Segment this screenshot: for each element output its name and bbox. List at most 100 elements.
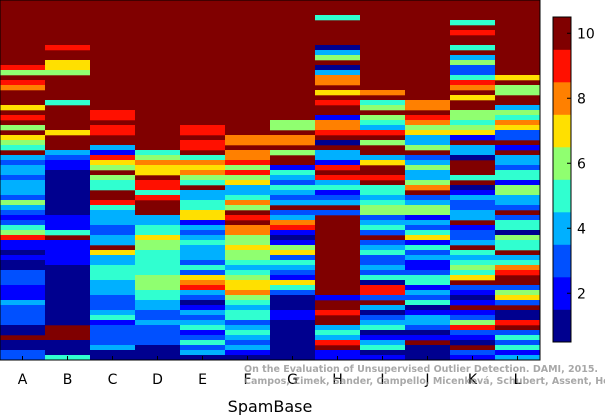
heatmap-cell [405, 160, 451, 166]
heatmap-cell [495, 340, 541, 346]
heatmap-cell [360, 130, 406, 136]
x-axis-label: SpamBase [228, 397, 313, 415]
colorbar-segment-2 [553, 277, 571, 310]
heatmap-cell [270, 165, 316, 171]
heatmap-cell [360, 305, 406, 311]
x-tick-label-L: L [514, 372, 522, 388]
heatmap-cell [90, 205, 136, 211]
heatmap-cell [225, 345, 271, 351]
heatmap-cell [0, 65, 46, 71]
heatmap-cell [180, 220, 226, 226]
heatmap-cell [360, 200, 406, 206]
heatmap-cell [0, 350, 46, 356]
heatmap-cell [0, 285, 46, 301]
x-tick-label-I: I [380, 372, 384, 388]
heatmap-cell [225, 180, 271, 186]
heatmap-cell [450, 265, 496, 271]
heatmap-cell [405, 185, 451, 191]
heatmap-cell [405, 260, 451, 271]
heatmap-cell [405, 205, 451, 216]
heatmap-cell [315, 100, 361, 106]
heatmap-cell [0, 340, 46, 351]
heatmap-cell [315, 350, 361, 361]
heatmap-cell [315, 45, 361, 51]
heatmap-cell [135, 250, 181, 266]
heatmap-cell [225, 135, 271, 146]
heatmap-cell [450, 65, 496, 76]
heatmap-cell [405, 230, 451, 236]
heatmap-cell [495, 205, 541, 211]
heatmap-cell [225, 195, 271, 201]
colorbar-tick-label: 6 [577, 156, 586, 172]
heatmap-cell [0, 250, 46, 256]
heatmap-cell [225, 275, 271, 281]
heatmap-cell [45, 130, 91, 136]
heatmap-cell [225, 310, 271, 321]
heatmap-cell [90, 345, 136, 351]
heatmap-cell [225, 270, 271, 276]
heatmap-cell [360, 245, 406, 251]
heatmap-cell [180, 325, 226, 331]
heatmap-cell [495, 290, 541, 296]
heatmap-cell [360, 100, 406, 106]
heatmap-cell [225, 250, 271, 261]
heatmap-cell [315, 200, 361, 206]
heatmap-cell [270, 150, 316, 156]
heatmap-cell [180, 305, 226, 311]
heatmap-cell [270, 255, 316, 261]
x-tick-label-H: H [332, 372, 343, 388]
heatmap-cell [225, 215, 271, 221]
heatmap-cell [270, 120, 316, 131]
heatmap-cell [405, 270, 451, 276]
heatmap-cell [315, 120, 361, 131]
heatmap-cell [360, 340, 406, 346]
heatmap-cell [360, 250, 406, 256]
heatmap-cell [315, 335, 361, 341]
heatmap-cell [495, 155, 541, 166]
heatmap-cell [405, 145, 451, 151]
x-tick-label-G: G [287, 372, 298, 388]
heatmap-cell [0, 155, 46, 161]
heatmap-cell [360, 105, 406, 111]
heatmap-cell [90, 320, 136, 326]
heatmap-cell [405, 250, 451, 256]
heatmap-cell [0, 195, 46, 201]
heatmap-cell [450, 335, 496, 341]
heatmap-cell [405, 325, 451, 331]
heatmap-cell [495, 185, 541, 196]
heatmap-cell [495, 115, 541, 121]
heatmap-cell [90, 165, 136, 171]
heatmap-cell [360, 285, 406, 296]
heatmap-cell [0, 260, 46, 271]
heatmap-cell [360, 220, 406, 226]
heatmap-cell [405, 275, 451, 286]
heatmap-cell [135, 240, 181, 251]
heatmap-cell [45, 265, 91, 311]
heatmap-cell [0, 215, 46, 221]
heatmap-cell [45, 100, 91, 106]
heatmap-cell [315, 50, 361, 56]
heatmap-cell [180, 350, 226, 356]
heatmap-cell [0, 205, 46, 211]
heatmap-cell [405, 130, 451, 136]
heatmap-cell [135, 225, 181, 236]
heatmap-cell [135, 195, 181, 201]
heatmap-cell [270, 210, 316, 216]
heatmap-cell [405, 330, 451, 336]
heatmap-cell [450, 300, 496, 306]
heatmap-cell [45, 320, 91, 326]
heatmap-cell [360, 115, 406, 121]
heatmap-cell [0, 70, 46, 76]
heatmap-cell [90, 290, 136, 296]
heatmap-cell [0, 325, 46, 336]
heatmap-cell [225, 260, 271, 266]
heatmap-cell [90, 210, 136, 226]
heatmap-cell [270, 195, 316, 201]
heatmap-cell [0, 235, 46, 241]
colorbar-segment-7 [553, 114, 571, 148]
heatmap-cell [225, 160, 271, 166]
heatmap-cell [315, 160, 361, 166]
heatmap-cell [0, 105, 46, 111]
heatmap-cell [450, 260, 496, 266]
